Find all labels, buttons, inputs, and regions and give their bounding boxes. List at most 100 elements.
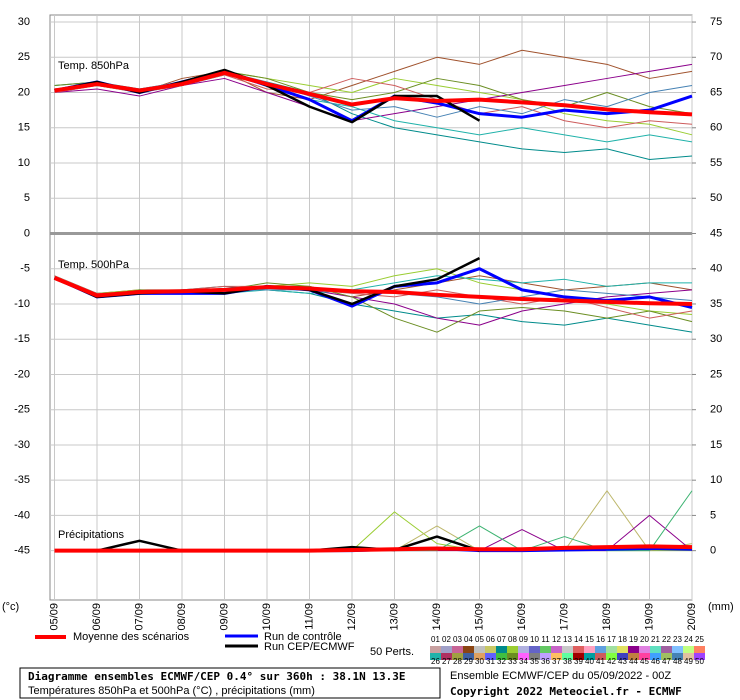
perturbation-number: 02 [442, 635, 451, 644]
y2-tick-label: 10 [710, 474, 722, 486]
info-box [19, 667, 441, 699]
perturbation-swatch [639, 653, 650, 660]
x-tick-label: 05/09 [48, 603, 60, 631]
perturbation-number: 29 [464, 657, 473, 666]
perturbation-number: 17 [607, 635, 616, 644]
y2-tick-label: 40 [710, 263, 722, 275]
y-tick-label: 15 [18, 122, 30, 134]
perturbation-swatch [562, 646, 573, 653]
perturbation-number: 07 [497, 635, 506, 644]
perturbation-swatch [595, 653, 606, 660]
perturbation-swatch [507, 646, 518, 653]
perturbation-number: 50 [695, 657, 704, 666]
y-axis-unit: (°c) [2, 601, 19, 613]
mean-line [54, 544, 693, 553]
perturbation-swatch [661, 646, 672, 653]
perturbation-swatch [650, 646, 661, 653]
perturbation-number: 24 [684, 635, 693, 644]
perturbation-number: 10 [530, 635, 539, 644]
perturbation-number: 05 [475, 635, 484, 644]
chart-title: Diagramme ensembles ECMWF/CEP 0.4° sur 3… [28, 670, 406, 683]
y-tick-label: -25 [14, 404, 30, 416]
perturbation-number: 21 [651, 635, 660, 644]
perturbation-swatch [474, 653, 485, 660]
perturbation-swatch [639, 646, 650, 653]
chart-subtitle: Températures 850hPa et 500hPa (°C) , pré… [28, 685, 315, 697]
perturbation-number: 33 [508, 657, 517, 666]
perturbation-number: 26 [431, 657, 440, 666]
perturbation-number: 44 [629, 657, 638, 666]
perturbation-swatch [584, 653, 595, 660]
perturbation-swatch [463, 646, 474, 653]
perturbation-number: 37 [552, 657, 561, 666]
y-tick-label: -35 [14, 474, 30, 486]
perturbation-swatch [507, 653, 518, 660]
perturbation-number: 30 [475, 657, 484, 666]
perturbation-number: 40 [585, 657, 594, 666]
perturbation-number: 12 [552, 635, 561, 644]
perturbation-swatch [650, 653, 661, 660]
y2-tick-label: 15 [710, 439, 722, 451]
perturbation-swatch [694, 653, 705, 660]
x-tick-label: 13/09 [388, 603, 400, 631]
perturbation-swatch [672, 653, 683, 660]
y2-tick-label: 50 [710, 192, 722, 204]
y2-tick-label: 25 [710, 368, 722, 380]
y-tick-label: -20 [14, 368, 30, 380]
panel-label: Temp. 850hPa [58, 60, 130, 72]
y-tick-label: -40 [14, 509, 30, 521]
legend-label: Run de contrôle [264, 631, 342, 643]
perturbation-swatch [661, 653, 672, 660]
x-tick-label: 12/09 [346, 603, 358, 631]
perturbation-number: 47 [662, 657, 671, 666]
perturbation-swatch [584, 646, 595, 653]
y2-tick-label: 0 [710, 545, 716, 557]
x-tick-label: 18/09 [601, 603, 613, 631]
perturbation-legend: 01 02 03 04 05 06 07 08 09 10 11 12 13 14 15 16 17 18 19 20… [430, 635, 705, 666]
perturbation-number: 06 [486, 635, 495, 644]
perturbation-number: 42 [607, 657, 616, 666]
perturbation-number: 03 [453, 635, 462, 644]
perturbation-number: 09 [519, 635, 528, 644]
perturbation-number: 41 [596, 657, 605, 666]
y-tick-label: 30 [18, 16, 30, 28]
x-tick-label: 15/09 [473, 603, 485, 631]
perturbation-number: 11 [541, 635, 550, 644]
perturbation-swatch [672, 646, 683, 653]
perturbation-number: 31 [486, 657, 495, 666]
perturbation-swatch [628, 653, 639, 660]
perturbation-number: 34 [519, 657, 528, 666]
perturbation-swatch [496, 653, 507, 660]
perturbation-number: 39 [574, 657, 583, 666]
perturbation-swatch [573, 653, 584, 660]
perturbation-swatch [485, 653, 496, 660]
perturbation-number: 49 [684, 657, 693, 666]
y-tick-label: 25 [18, 51, 30, 63]
y2-tick-label: 5 [710, 509, 716, 521]
mean-line [53, 276, 693, 306]
perturbations-label: 50 Perts. [370, 646, 414, 658]
legend-label: Run CEP/ECMWF [264, 641, 355, 653]
y-tick-label: -5 [20, 263, 30, 275]
perturbation-number: 01 [431, 635, 440, 644]
perturbation-swatch [485, 646, 496, 653]
perturbation-swatch [430, 653, 441, 660]
y2-tick-label: 35 [710, 298, 722, 310]
y2-tick-label: 55 [710, 157, 722, 169]
y-tick-label: 5 [24, 192, 30, 204]
perturbation-swatch [430, 646, 441, 653]
y2-tick-label: 30 [710, 333, 722, 345]
x-tick-label: 08/09 [176, 603, 188, 631]
perturbation-number: 19 [629, 635, 638, 644]
perturbation-swatch [540, 646, 551, 653]
perturbation-swatch [617, 646, 628, 653]
perturbation-line [54, 63, 693, 122]
perturbation-swatch [617, 653, 628, 660]
panel-label: Temp. 500hPa [58, 259, 130, 271]
perturbation-swatch [628, 646, 639, 653]
y2-tick-label: 65 [710, 86, 722, 98]
y2-tick-label: 45 [710, 227, 722, 239]
x-tick-label: 14/09 [431, 603, 443, 631]
perturbation-swatch [683, 653, 694, 660]
